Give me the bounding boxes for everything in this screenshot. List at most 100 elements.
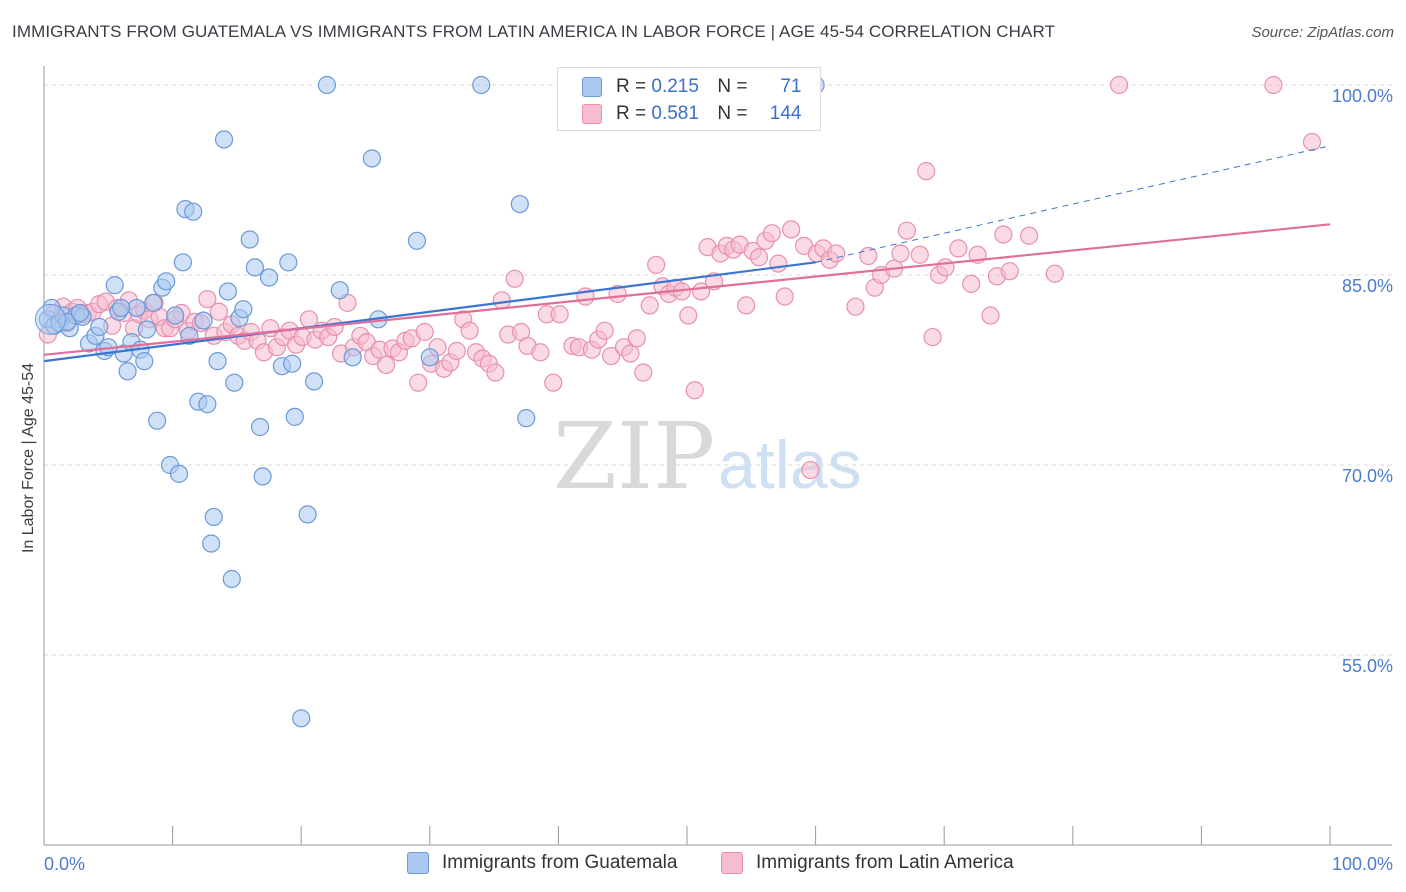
- data-point: [801, 460, 820, 480]
- legend-swatch-pink: [582, 104, 602, 124]
- data-point: [250, 417, 270, 437]
- y-tick-label: 55.0%: [1342, 656, 1393, 676]
- data-point: [173, 253, 192, 272]
- data-point: [343, 348, 362, 367]
- data-point: [775, 287, 794, 306]
- data-point: [208, 352, 227, 371]
- data-point: [204, 507, 223, 527]
- legend-r-value: 0.215: [651, 76, 699, 97]
- grid-lines: [44, 84, 1392, 656]
- data-point: [891, 244, 910, 263]
- legend-label-guatemala: Immigrants from Guatemala: [442, 852, 678, 873]
- legend-row-guatemala: R = 0.215 N = 71: [582, 75, 802, 99]
- trend-line-latin-america: [43, 223, 1331, 356]
- data-point: [90, 317, 109, 337]
- data-point: [472, 75, 491, 95]
- data-point: [127, 298, 146, 318]
- legend-n-value: 144: [769, 103, 802, 124]
- data-point: [298, 505, 317, 524]
- data-point: [627, 329, 646, 348]
- data-point: [827, 244, 846, 263]
- data-point: [505, 269, 524, 288]
- data-point: [1302, 132, 1322, 152]
- data-point: [184, 202, 203, 221]
- data-point: [194, 311, 213, 330]
- watermark-zip: ZIP: [553, 403, 715, 510]
- data-point: [407, 231, 427, 250]
- data-point: [70, 303, 90, 323]
- data-point: [917, 162, 936, 181]
- data-point: [209, 302, 228, 321]
- data-point: [409, 373, 428, 392]
- legend-item-guatemala: Immigrants from Guatemala: [407, 852, 677, 874]
- data-point: [169, 464, 189, 483]
- data-point: [285, 407, 304, 426]
- legend-r-label: R =: [616, 76, 647, 97]
- data-point: [962, 274, 981, 293]
- data-point: [198, 289, 217, 309]
- watermark: ZIP atlas: [553, 403, 862, 510]
- data-point: [685, 381, 704, 400]
- data-point: [218, 282, 237, 301]
- data-point: [640, 296, 659, 315]
- data-point: [202, 534, 221, 553]
- data-point: [376, 355, 396, 375]
- axes: [43, 66, 1392, 846]
- data-point: [936, 258, 955, 277]
- data-point: [1264, 75, 1283, 95]
- legend-n-label: N =: [717, 76, 748, 97]
- legend-row-latin-america: R = 0.581 N = 144: [582, 102, 802, 126]
- trend-line-guatemala: [43, 261, 816, 363]
- y-tick-label: 100.0%: [1332, 86, 1393, 106]
- data-point: [166, 306, 185, 325]
- data-point: [222, 569, 241, 589]
- data-point: [415, 322, 434, 342]
- data-point: [112, 298, 131, 318]
- data-point: [460, 321, 479, 340]
- data-point: [531, 343, 550, 362]
- data-point: [330, 281, 349, 300]
- data-point: [279, 253, 298, 272]
- data-point: [259, 268, 279, 287]
- data-point: [292, 709, 311, 728]
- data-point: [544, 373, 563, 392]
- data-point: [198, 395, 217, 414]
- data-point: [304, 372, 324, 391]
- data-point: [846, 297, 865, 316]
- series-legend: Immigrants from Guatemala Immigrants fro…: [0, 852, 1406, 878]
- data-point: [253, 467, 272, 486]
- legend-label-latin-america: Immigrants from Latin America: [756, 852, 1014, 873]
- chart-title: IMMIGRANTS FROM GUATEMALA VS IMMIGRANTS …: [12, 22, 1056, 41]
- legend-swatch-blue: [582, 77, 602, 97]
- y-tick-label: 70.0%: [1342, 466, 1393, 486]
- data-point: [118, 362, 137, 381]
- source-credit: Source: ZipAtlas.com: [1251, 24, 1394, 41]
- legend-swatch-guatemala: [407, 852, 429, 874]
- legend-n-value: 71: [780, 76, 802, 97]
- data-point: [923, 327, 942, 347]
- data-point: [245, 258, 265, 277]
- data-point: [135, 352, 154, 371]
- data-point: [105, 276, 124, 295]
- y-tick-label: 85.0%: [1342, 276, 1393, 296]
- data-point: [1019, 226, 1039, 245]
- watermark-atlas: atlas: [718, 427, 862, 503]
- data-point: [144, 293, 163, 312]
- data-point: [1109, 75, 1129, 95]
- data-point: [897, 221, 917, 240]
- data-point: [148, 411, 167, 430]
- data-point: [492, 291, 511, 310]
- data-point: [647, 255, 666, 274]
- data-point: [1000, 262, 1019, 281]
- data-point: [679, 306, 698, 325]
- data-point: [910, 245, 929, 264]
- data-point: [859, 246, 878, 266]
- legend-r-value: 0.581: [651, 103, 699, 124]
- data-point: [214, 130, 234, 149]
- y-axis-title: In Labor Force | Age 45-54: [20, 362, 37, 554]
- data-point: [240, 230, 259, 249]
- data-point: [949, 239, 968, 258]
- data-point: [317, 75, 337, 95]
- tick-labels: 55.0% 70.0% 85.0% 100.0% 0.0% 100.0%: [44, 86, 1393, 874]
